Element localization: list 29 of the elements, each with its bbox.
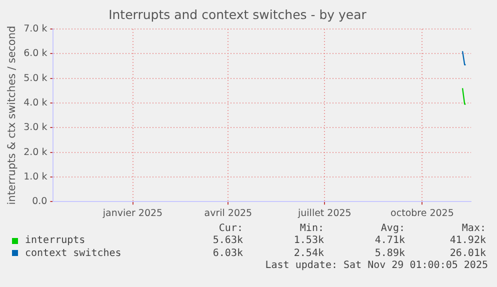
text: 6.03k [212, 248, 243, 259]
y-tick-label: 5.0 k [24, 72, 48, 84]
chart-title: Interrupts and context switches - by year [108, 6, 368, 22]
text: 26.01k [448, 248, 486, 259]
text: 1.53k [292, 235, 324, 246]
text: Max: [460, 222, 486, 234]
text: 2.54k [292, 248, 324, 259]
legend-label: context switches [24, 248, 122, 259]
y-tick-label: 7.0 k [24, 23, 48, 34]
text: 4.71k [374, 235, 405, 246]
legend-label: interrupts [24, 235, 86, 246]
y-tick-label: 2.0 k [24, 146, 48, 158]
y-tick-label: 1.0 k [24, 171, 48, 182]
text: 41.92k [448, 235, 486, 246]
x-tick-label: octobre 2025 [390, 208, 454, 219]
y-tick-label: 6.0 k [24, 48, 48, 60]
x-tick-label: avril 2025 [204, 208, 252, 219]
text: Cur: [218, 222, 243, 234]
text: Min: [298, 222, 324, 234]
text: Last update: Sat Nov 29 01:00:05 2025 [264, 260, 488, 270]
text: 5.63k [212, 235, 243, 246]
y-axis-title: interrupts & ctx switches / second [6, 26, 18, 205]
x-tick-label: janvier 2025 [102, 208, 163, 219]
text: 5.89k [374, 248, 405, 259]
y-tick-label: 0.0 [32, 196, 48, 208]
x-tick-label: juillet 2025 [296, 208, 352, 219]
text: Avg: [380, 222, 405, 234]
y-tick-label: 4.0 k [24, 97, 48, 108]
y-tick-label: 3.0 k [24, 122, 48, 134]
